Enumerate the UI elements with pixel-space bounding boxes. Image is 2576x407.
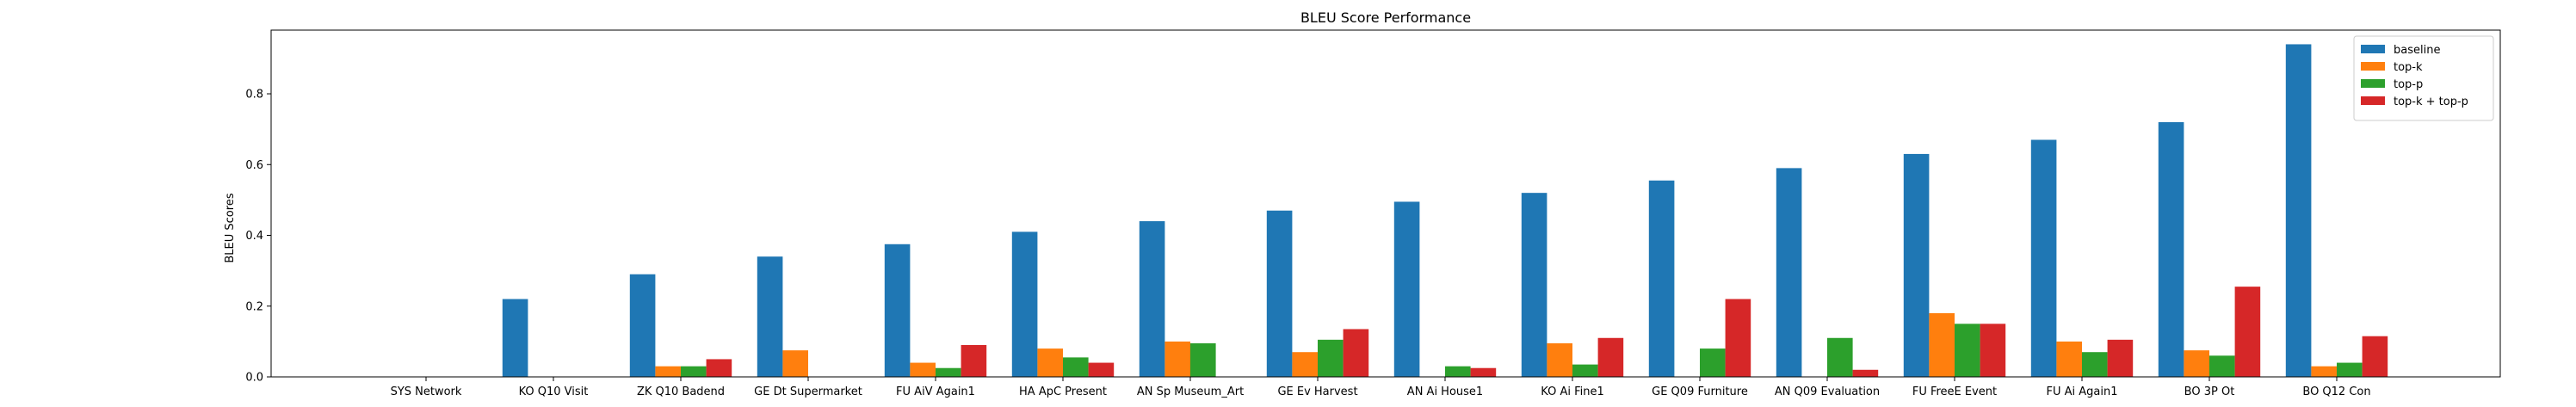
y-axis-label: BLEU Scores [224,193,237,262]
bar-top-k-15 [2311,366,2337,377]
x-tick-label: AN Ai House1 [1407,385,1483,398]
bar-baseline-14 [2158,121,2184,377]
x-tick-label: GE Q09 Furniture [1652,385,1748,398]
bar-top-p-5 [1063,357,1089,377]
bar-top-k-top-p-12 [1980,324,2006,377]
x-tick-label: SYS Network [391,385,462,398]
bar-top-k-top-p-15 [2362,336,2388,377]
bar-top-k-top-p-9 [1597,337,1624,377]
bar-top-k-7 [1292,352,1318,377]
bar-top-k-top-p-5 [1088,362,1115,377]
y-ticks-group: 0.0 0.2 0.4 0.6 0.8 [245,89,271,385]
bar-top-k-14 [2184,350,2209,377]
y-tick-label: 0.6 [245,159,263,172]
bar-top-p-13 [2082,352,2108,377]
legend-swatch [2361,45,2385,53]
bar-top-k-top-p-11 [1852,369,1879,377]
x-tick-label: GE Ev Harvest [1277,385,1357,398]
bar-baseline-11 [1776,168,1802,377]
plot-frame [270,29,2501,378]
bar-baseline-4 [884,244,911,377]
bar-top-p-12 [1955,324,1980,377]
bar-baseline-15 [2285,44,2312,378]
bars-group [502,44,2388,378]
bar-baseline-12 [1903,153,1930,377]
bar-top-k-3 [782,350,808,377]
bar-top-p-8 [1445,366,1471,377]
legend-label: top-p [2394,78,2423,91]
chart-title: BLEU Score Performance [1300,9,1471,26]
x-tick-label: KO Ai Fine1 [1541,385,1603,398]
x-tick-label: AN Sp Museum_Art [1137,385,1244,398]
bar-top-p-10 [1700,348,1726,377]
legend: baseline top-k top-p top-k + top-p [2353,35,2494,121]
bar-top-k-13 [2056,341,2082,377]
y-tick-label: 0.2 [245,300,263,313]
bar-baseline-7 [1266,210,1293,377]
x-tick-label: HA ApC Present [1019,385,1107,398]
legend-label: baseline [2394,44,2440,57]
bar-baseline-10 [1648,180,1675,377]
bar-top-p-4 [936,367,961,377]
x-tick-label: BO Q12 Con [2302,385,2370,398]
bar-top-p-6 [1190,342,1216,377]
x-tick-label: GE Dt Supermarket [754,385,862,398]
bar-top-p-15 [2337,362,2363,377]
x-tick-label: ZK Q10 Badend [637,385,725,398]
x-tick-label: FU Ai Again1 [2047,385,2118,398]
bar-baseline-2 [629,274,656,377]
bar-baseline-13 [2030,139,2057,377]
bar-top-k-6 [1164,341,1190,377]
x-tick-label: FU AiV Again1 [896,385,975,398]
bar-top-k-top-p-8 [1470,367,1497,377]
bar-top-k-4 [910,362,936,377]
legend-swatch [2361,62,2385,71]
bar-top-k-top-p-14 [2234,287,2261,377]
bar-top-k-2 [655,366,681,377]
bar-baseline-6 [1139,221,1165,377]
bar-baseline-5 [1011,231,1038,377]
legend-swatch [2361,79,2385,88]
x-tick-label: FU FreeE Event [1912,385,1997,398]
bar-top-p-11 [1827,337,1853,377]
bar-top-k-12 [1929,312,1955,377]
legend-box [2353,35,2494,121]
legend-swatch [2361,96,2385,105]
bar-top-k-top-p-7 [1343,329,1369,377]
bar-top-p-9 [1572,364,1598,377]
legend-label: top-k [2394,61,2423,74]
y-tick-label: 0.8 [245,89,263,102]
x-tick-label: BO 3P Ot [2184,385,2235,398]
x-tick-label: KO Q10 Visit [519,385,589,398]
bar-top-p-2 [681,366,707,377]
bar-top-p-14 [2209,355,2235,377]
bar-top-k-5 [1037,348,1063,377]
bar-top-k-top-p-2 [706,359,732,377]
y-tick-label: 0.0 [245,372,263,385]
bar-baseline-8 [1393,201,1420,377]
bar-top-k-9 [1547,342,1572,377]
x-ticks-group: SYS Network KO Q10 Visit ZK Q10 Badend GE D… [391,377,2371,398]
bar-top-k-top-p-10 [1725,299,1751,377]
bar-top-k-top-p-13 [2107,339,2134,377]
bar-baseline-1 [502,299,528,377]
bar-top-p-7 [1318,339,1344,377]
y-tick-label: 0.4 [245,230,263,243]
bar-top-k-top-p-4 [961,344,987,377]
bar-baseline-9 [1521,193,1547,377]
x-tick-label: AN Q09 Evaluation [1775,385,1880,398]
bar-baseline-3 [757,256,783,377]
legend-label: top-k + top-p [2394,96,2468,108]
